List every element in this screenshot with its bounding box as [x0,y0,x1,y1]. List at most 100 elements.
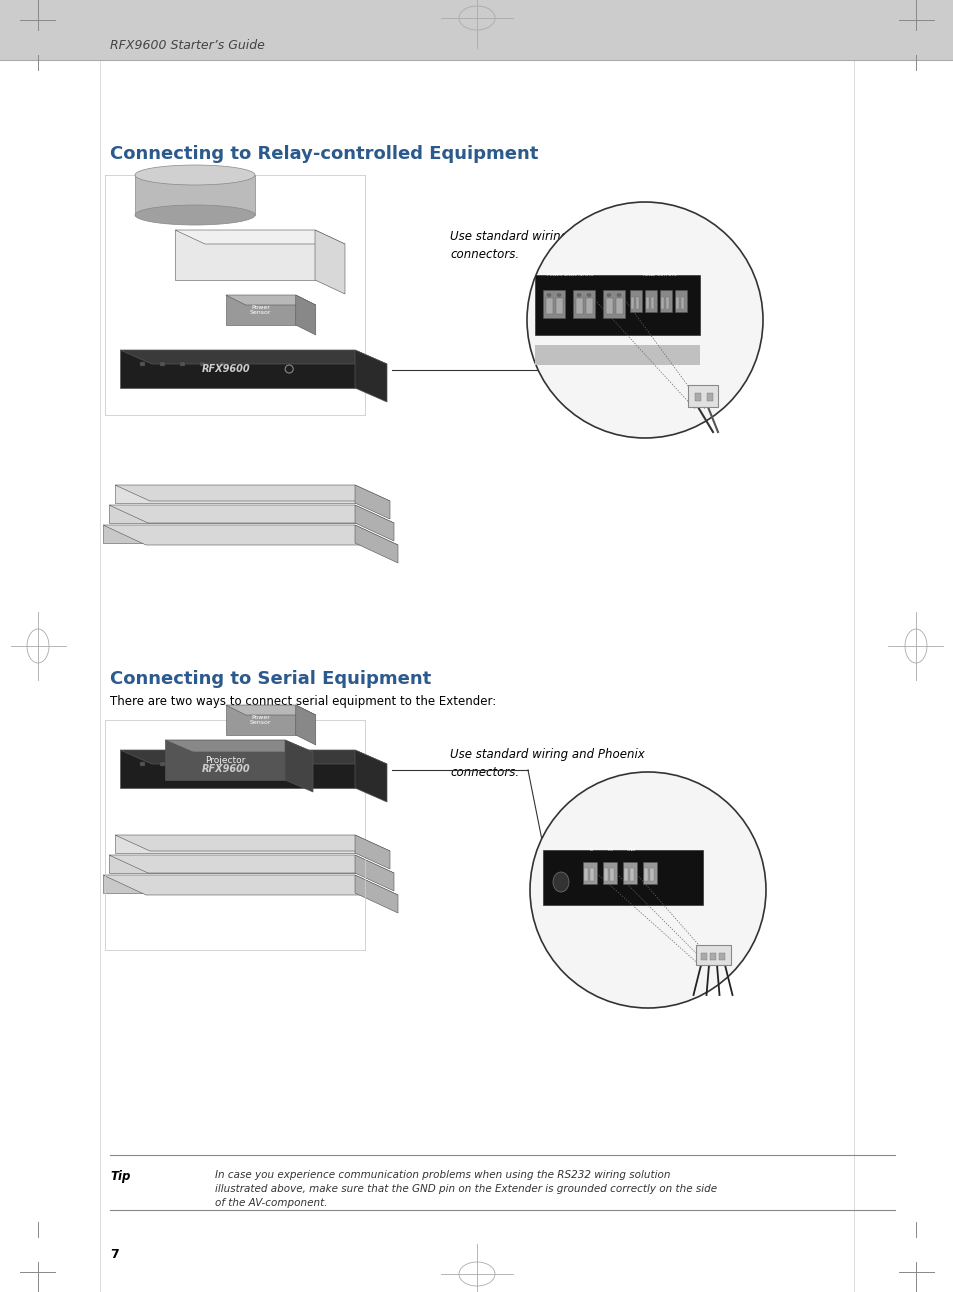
Polygon shape [355,505,394,541]
Bar [643,868,647,881]
Polygon shape [355,350,387,402]
Bar [220,362,225,367]
Bar [576,298,582,314]
Ellipse shape [530,773,765,1008]
Text: Power
Sensor: Power Sensor [250,305,272,315]
Bar [160,362,165,367]
Ellipse shape [586,293,590,296]
Polygon shape [115,835,355,853]
Ellipse shape [606,293,610,296]
Polygon shape [103,525,397,545]
Bar [642,862,657,884]
Bar [696,944,730,965]
Text: 7: 7 [110,1248,118,1261]
Text: Use standard wiring and Phoenix
connectors.: Use standard wiring and Phoenix connecto… [450,748,644,779]
Bar [709,953,716,960]
Polygon shape [295,295,315,335]
Polygon shape [355,835,390,870]
Polygon shape [314,230,345,295]
Polygon shape [115,835,390,851]
Polygon shape [109,505,394,523]
Bar [220,762,225,766]
Bar [140,762,145,766]
Text: TX: TX [588,848,593,851]
Bar [180,762,185,766]
Bar [649,868,654,881]
Text: There are two ways to connect serial equipment to the Extender:: There are two ways to connect serial equ… [110,695,496,708]
Bar [622,862,637,884]
Bar [644,289,657,311]
Bar [719,953,724,960]
Text: In case you experience communication problems when using the RS232 wiring soluti: In case you experience communication pro… [214,1171,717,1208]
Bar [535,345,700,366]
Ellipse shape [617,293,620,296]
Polygon shape [103,875,397,895]
Bar [687,385,718,407]
Bar [650,297,654,309]
Bar [545,298,553,314]
Bar [629,289,641,311]
Polygon shape [355,855,394,891]
Polygon shape [226,705,315,714]
Bar [556,298,562,314]
Polygon shape [115,484,390,501]
Bar [135,174,254,214]
Bar [200,762,205,766]
Polygon shape [109,505,355,523]
Bar [665,297,668,309]
Bar [676,297,679,309]
Bar [659,289,671,311]
Polygon shape [165,740,285,780]
Polygon shape [174,230,314,280]
Polygon shape [103,525,355,543]
Text: Tip: Tip [110,1171,131,1183]
Text: RFX9600: RFX9600 [202,764,251,774]
Bar [629,868,634,881]
Bar [542,289,564,318]
Polygon shape [120,749,387,764]
Text: POWER SENSE INPUTS: POWER SENSE INPUTS [546,273,593,276]
Ellipse shape [526,202,762,438]
Polygon shape [109,855,394,873]
Text: Connecting to Serial Equipment: Connecting to Serial Equipment [110,671,431,689]
Bar [200,362,205,367]
Bar [680,297,683,309]
Polygon shape [109,855,355,873]
Ellipse shape [577,293,580,296]
Polygon shape [120,749,355,788]
Bar [660,297,663,309]
Bar [616,298,622,314]
Bar [573,289,595,318]
Text: GND: GND [626,848,635,851]
Text: RELAY OUTPUTS: RELAY OUTPUTS [642,273,676,276]
Bar [603,868,607,881]
Bar [140,362,145,367]
Text: RX: RX [607,848,613,851]
Text: Use standard wiring and Phoenix
connectors.: Use standard wiring and Phoenix connecto… [450,230,644,261]
Text: Connecting to Relay-controlled Equipment: Connecting to Relay-controlled Equipment [110,145,537,163]
Bar [542,850,702,904]
Text: RFX9600 Starter’s Guide: RFX9600 Starter’s Guide [110,39,265,52]
Polygon shape [226,295,315,305]
Polygon shape [295,705,315,745]
Bar [582,862,597,884]
Polygon shape [103,875,355,893]
Ellipse shape [553,872,568,891]
Bar [675,289,686,311]
Polygon shape [165,740,313,752]
Bar [605,298,613,314]
Bar [645,297,648,309]
Ellipse shape [135,165,254,185]
Bar [589,868,594,881]
Ellipse shape [557,293,560,296]
Bar [609,868,614,881]
Polygon shape [174,230,345,244]
Polygon shape [355,484,390,519]
Ellipse shape [546,293,551,296]
Polygon shape [355,749,387,802]
Bar [180,362,185,367]
Bar [0,0,953,59]
Polygon shape [355,875,397,913]
Polygon shape [120,350,355,388]
Bar [706,393,712,401]
